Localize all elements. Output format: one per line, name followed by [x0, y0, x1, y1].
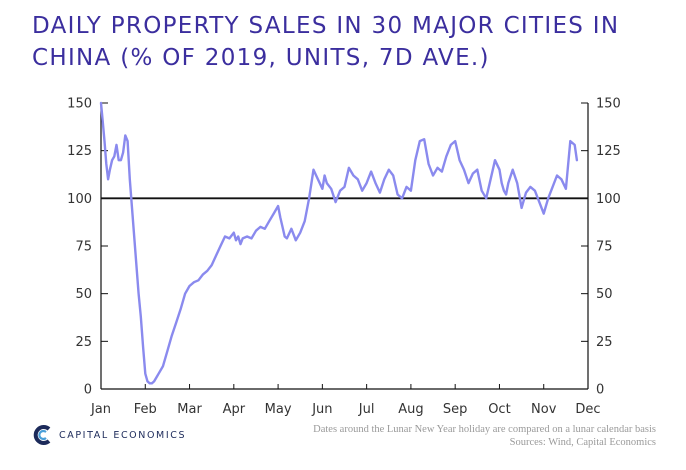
x-tick-label-apr: Apr — [223, 402, 246, 417]
x-tick-label-aug: Aug — [398, 402, 423, 417]
x-tick-label-feb: Feb — [134, 402, 157, 417]
x-tick-label-mar: Mar — [177, 402, 202, 417]
y-tick-label-left: 0 — [84, 383, 92, 398]
y-tick-label-right: 100 — [596, 192, 621, 207]
y-tick-label-right: 25 — [596, 335, 613, 350]
y-tick-label-right: 150 — [596, 97, 621, 112]
y-tick-label-left: 75 — [75, 240, 92, 255]
capital-economics-logo-icon — [33, 425, 51, 445]
x-tick-label-jan: Jan — [90, 402, 111, 417]
series-line-0 — [99, 101, 579, 385]
x-tick-label-jul: Jul — [358, 402, 375, 417]
y-tick-label-right: 0 — [596, 383, 604, 398]
x-tick-label-sep: Sep — [443, 402, 468, 417]
y-tick-label-left: 150 — [67, 97, 92, 112]
chart-title: DAILY PROPERTY SALES IN 30 MAJOR CITIES … — [32, 13, 620, 71]
lunar-note: Dates around the Lunar New Year holiday … — [313, 424, 656, 435]
x-tick-label-jun: Jun — [311, 402, 332, 417]
y-tick-label-right: 50 — [596, 287, 613, 302]
brand-logo: CAPITAL ECONOMICS — [32, 424, 186, 446]
chart-notes: Dates around the Lunar New Year holiday … — [313, 424, 656, 449]
x-tick-label-oct: Oct — [488, 402, 510, 417]
brand-name: CAPITAL ECONOMICS — [59, 429, 187, 441]
y-tick-label-left: 100 — [67, 192, 92, 207]
y-tick-label-left: 125 — [67, 144, 92, 159]
x-tick-label-dec: Dec — [575, 402, 600, 417]
x-tick-label-may: May — [265, 402, 292, 417]
y-tick-label-right: 75 — [596, 240, 613, 255]
x-tick-label-nov: Nov — [531, 402, 557, 417]
y-tick-label-left: 25 — [75, 335, 92, 350]
y-tick-label-right: 125 — [596, 144, 621, 159]
sources-note: Sources: Wind, Capital Economics — [509, 436, 656, 448]
y-tick-label-left: 50 — [75, 287, 92, 302]
